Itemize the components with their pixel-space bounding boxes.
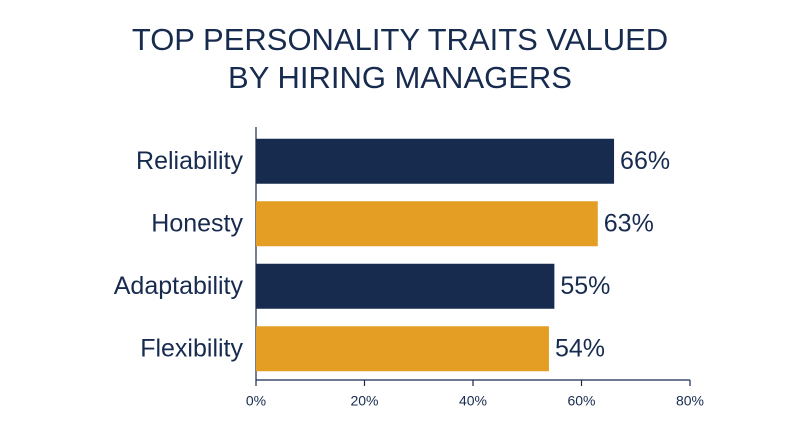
x-tick-label: 80%: [676, 393, 704, 409]
value-label: 66%: [620, 147, 670, 175]
bar: [256, 138, 615, 184]
x-tick-label: 0%: [246, 393, 266, 409]
y-tick-label: Honesty: [151, 209, 243, 237]
y-tick-label: Adaptability: [114, 272, 244, 300]
value-label: 63%: [604, 209, 654, 237]
x-tick-label: 20%: [350, 393, 378, 409]
chart-title: BY HIRING MANAGERS: [228, 60, 572, 95]
x-tick-label: 40%: [459, 393, 487, 409]
value-label: 55%: [560, 272, 610, 300]
y-tick-label: Flexibility: [140, 334, 243, 362]
bar: [256, 263, 555, 309]
bar: [256, 201, 598, 247]
value-label: 54%: [555, 334, 605, 362]
x-tick-label: 60%: [567, 393, 595, 409]
chart-title: TOP PERSONALITY TRAITS VALUED: [132, 22, 668, 57]
y-tick-label: Reliability: [136, 147, 243, 175]
bar: [256, 326, 549, 372]
